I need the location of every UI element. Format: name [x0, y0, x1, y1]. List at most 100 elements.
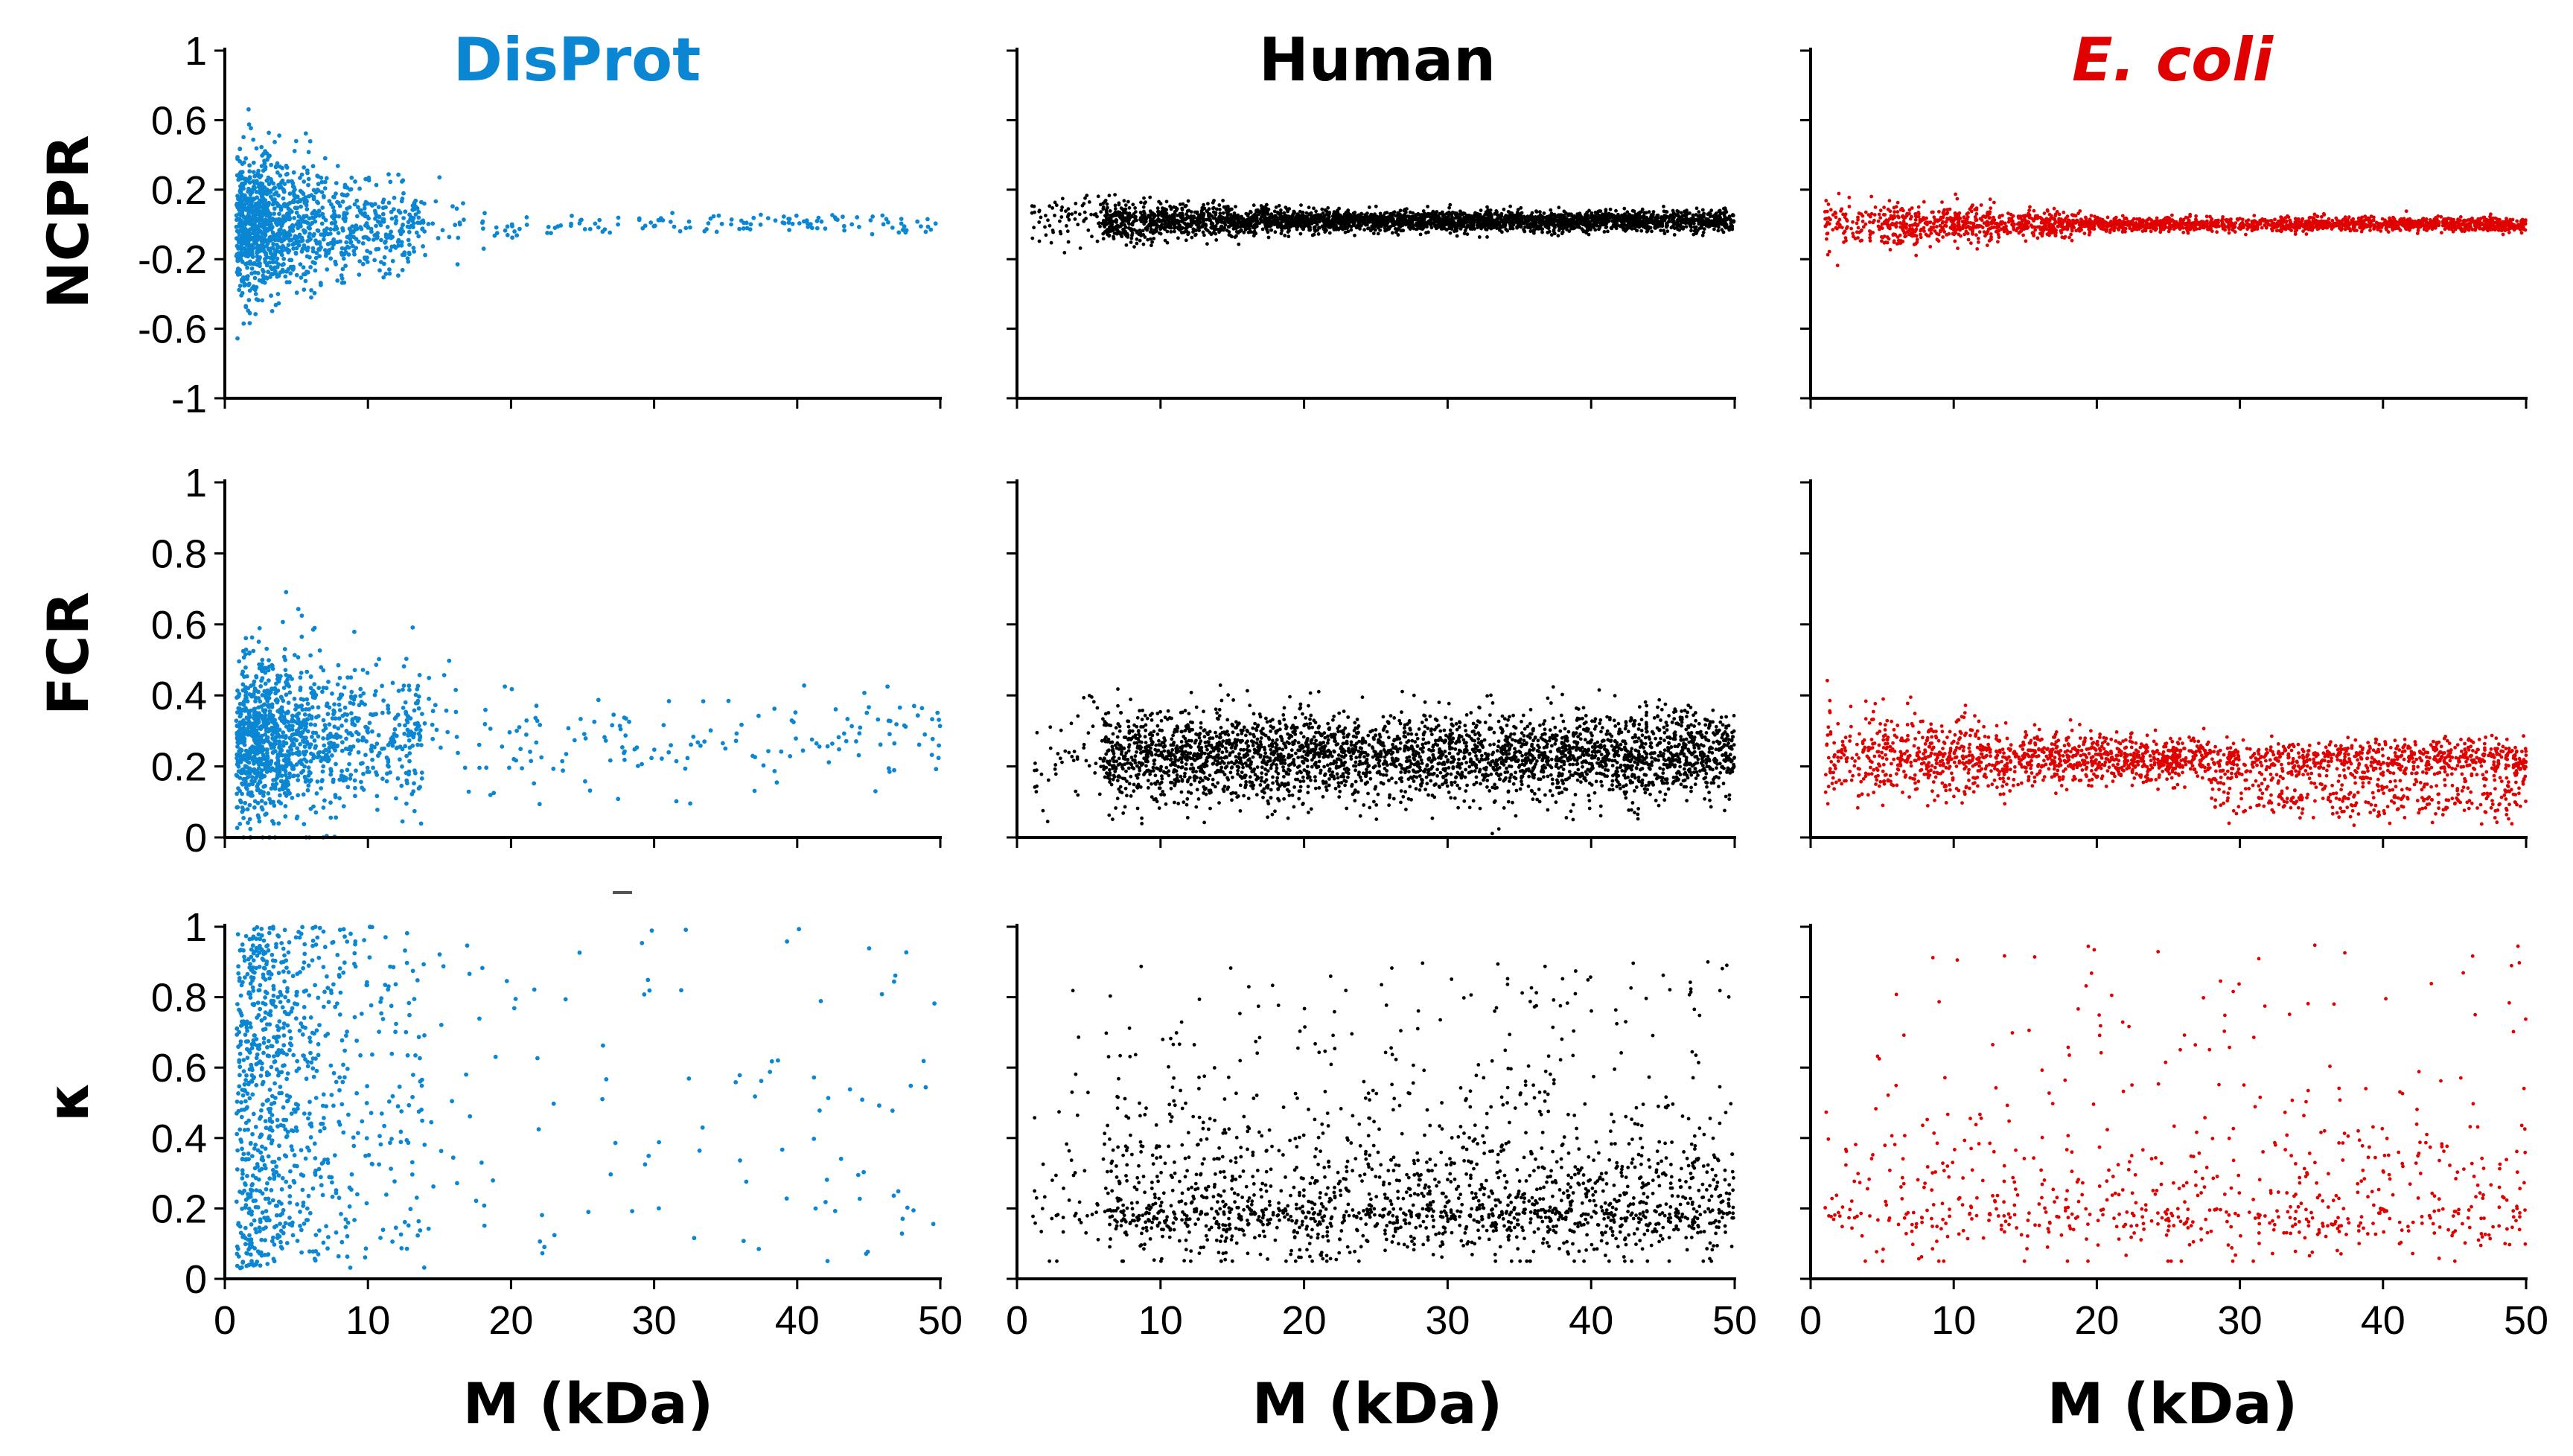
data-point — [786, 220, 791, 225]
data-point — [284, 1099, 290, 1104]
data-point — [842, 228, 846, 233]
data-point — [404, 753, 409, 759]
data-point — [347, 761, 351, 767]
data-point — [335, 240, 340, 245]
data-point — [264, 646, 270, 651]
data-point — [277, 739, 282, 744]
data-point — [281, 946, 286, 951]
data-point — [353, 694, 358, 699]
data-point — [380, 747, 384, 751]
data-point — [753, 1094, 757, 1099]
data-point — [835, 217, 840, 223]
data-point — [412, 781, 416, 786]
xlabel-disprot: M (kDa) — [463, 1370, 713, 1437]
data-point — [241, 321, 246, 326]
data-point — [342, 219, 348, 223]
data-point — [307, 216, 312, 221]
data-point — [1165, 229, 1170, 234]
data-point — [239, 1265, 244, 1270]
row-title-fcr: FCR — [35, 592, 101, 715]
data-point — [386, 1099, 392, 1104]
data-point — [263, 713, 268, 718]
data-point — [258, 191, 262, 195]
data-point — [830, 213, 835, 217]
data-point — [672, 224, 677, 229]
data-point — [243, 685, 248, 689]
data-point — [241, 816, 246, 820]
data-point — [529, 759, 534, 764]
data-point — [422, 229, 427, 234]
data-point — [504, 979, 509, 983]
data-point — [267, 260, 272, 265]
data-point — [342, 1048, 347, 1053]
data-point — [372, 712, 377, 717]
data-point — [263, 1146, 268, 1151]
data-point — [298, 176, 302, 180]
data-point — [1039, 215, 1043, 220]
data-point — [262, 185, 267, 190]
data-point — [363, 1246, 369, 1251]
data-point — [298, 239, 303, 243]
data-point — [281, 1105, 286, 1110]
data-point — [393, 1225, 398, 1230]
data-point — [825, 1259, 830, 1263]
data-point — [235, 237, 240, 242]
data-point — [902, 224, 907, 229]
data-point — [281, 619, 285, 625]
data-point — [261, 965, 267, 971]
data-point — [245, 214, 250, 219]
data-point — [396, 273, 401, 278]
data-point — [816, 215, 821, 220]
data-point — [274, 681, 278, 686]
data-point — [256, 639, 261, 644]
data-point — [841, 214, 845, 220]
data-point — [283, 814, 288, 819]
data-point — [388, 248, 393, 253]
data-point — [299, 613, 305, 618]
data-point — [305, 701, 310, 706]
y-tick-label: 0.6 — [151, 603, 207, 648]
data-point — [283, 1127, 288, 1132]
data-point — [814, 226, 820, 231]
data-point — [306, 225, 311, 230]
data-point — [235, 1246, 240, 1251]
data-point — [310, 958, 315, 962]
data-point — [406, 1223, 411, 1228]
data-point — [269, 1140, 274, 1146]
data-point — [505, 232, 510, 237]
data-point — [592, 719, 597, 724]
data-point — [235, 255, 240, 259]
data-point — [878, 742, 883, 747]
data-point — [266, 970, 271, 974]
data-point — [239, 213, 243, 218]
data-point — [1252, 203, 1256, 208]
data-point — [1455, 234, 1459, 238]
data-point — [248, 1252, 253, 1257]
data-point — [243, 975, 247, 980]
data-point — [351, 243, 355, 249]
data-point — [305, 220, 310, 226]
data-point — [511, 756, 517, 761]
data-point — [251, 137, 256, 142]
data-point — [395, 1104, 401, 1109]
data-point — [290, 229, 295, 233]
data-point — [632, 747, 637, 752]
data-point — [608, 230, 613, 235]
data-point — [336, 1254, 341, 1259]
data-point — [787, 228, 791, 232]
data-point — [249, 635, 255, 640]
data-point — [1080, 203, 1085, 208]
data-point — [893, 973, 898, 978]
y-tick-label: 1 — [185, 905, 207, 950]
data-point — [856, 753, 861, 758]
data-point — [413, 770, 418, 776]
data-point — [324, 1224, 328, 1229]
data-point — [613, 1140, 618, 1146]
data-point — [237, 200, 243, 205]
data-point — [750, 753, 755, 759]
data-point — [240, 1093, 246, 1098]
data-point — [286, 709, 290, 715]
data-point — [272, 206, 277, 211]
data-point — [1326, 205, 1330, 210]
data-point — [292, 149, 297, 153]
